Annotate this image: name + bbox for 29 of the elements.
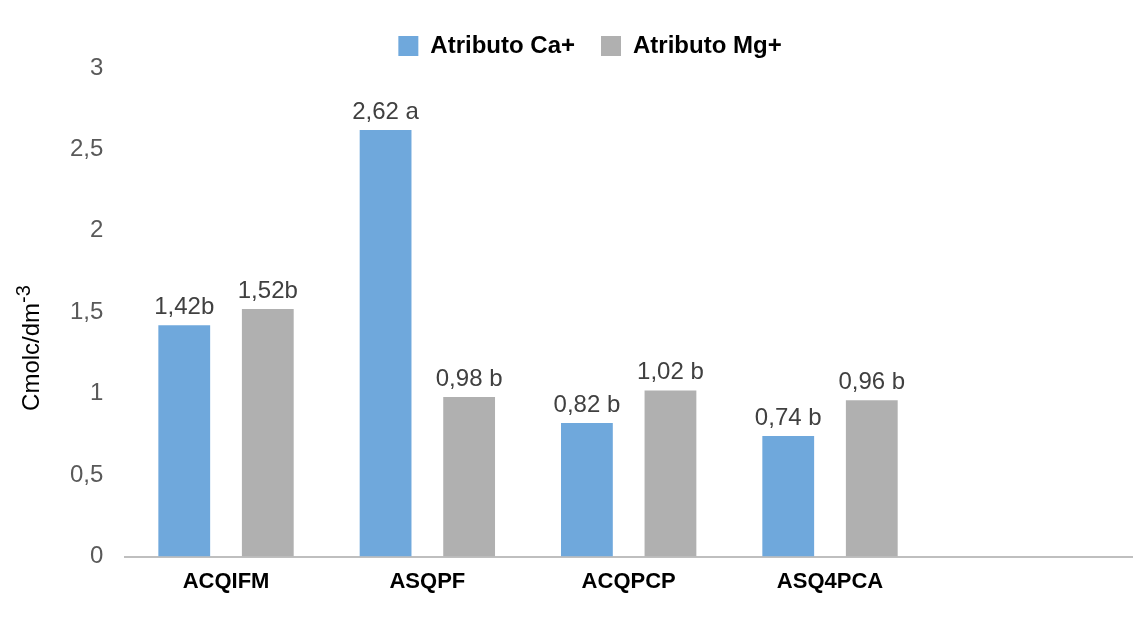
bar bbox=[443, 396, 496, 557]
y-tick-label: 1 bbox=[90, 378, 104, 406]
data-label: 0,98 b bbox=[435, 363, 503, 391]
y-tick-label: 3 bbox=[90, 52, 104, 80]
bar bbox=[359, 129, 412, 557]
bar bbox=[762, 436, 815, 557]
legend-label: Atributo Ca+ bbox=[430, 30, 576, 58]
data-label: 0,82 b bbox=[553, 389, 621, 417]
bar bbox=[158, 325, 211, 557]
y-tick-label: 1,5 bbox=[69, 296, 104, 324]
x-tick-label: ASQ4PCA bbox=[776, 567, 884, 593]
y-tick-label: 2 bbox=[90, 215, 104, 243]
y-tick-label: 0,5 bbox=[69, 459, 104, 487]
y-tick-label: 0 bbox=[90, 541, 104, 569]
bar bbox=[561, 423, 613, 557]
x-tick-label: ACQIFM bbox=[182, 567, 270, 593]
legend-label: Atributo Mg+ bbox=[633, 30, 782, 58]
data-label: 0,74 b bbox=[754, 402, 822, 430]
x-tick-label: ASQPF bbox=[389, 567, 466, 593]
data-label: 1,02 b bbox=[637, 357, 704, 385]
x-tick-label: ACQPCP bbox=[581, 567, 676, 593]
bar bbox=[241, 309, 294, 557]
bar bbox=[845, 400, 898, 557]
data-label: 0,96 b bbox=[838, 366, 906, 394]
data-label: 1,52b bbox=[237, 275, 298, 303]
y-tick-label: 2,5 bbox=[69, 134, 104, 162]
bar bbox=[644, 390, 697, 557]
data-label: 1,42b bbox=[154, 291, 215, 319]
data-label: 2,62 a bbox=[352, 96, 420, 124]
